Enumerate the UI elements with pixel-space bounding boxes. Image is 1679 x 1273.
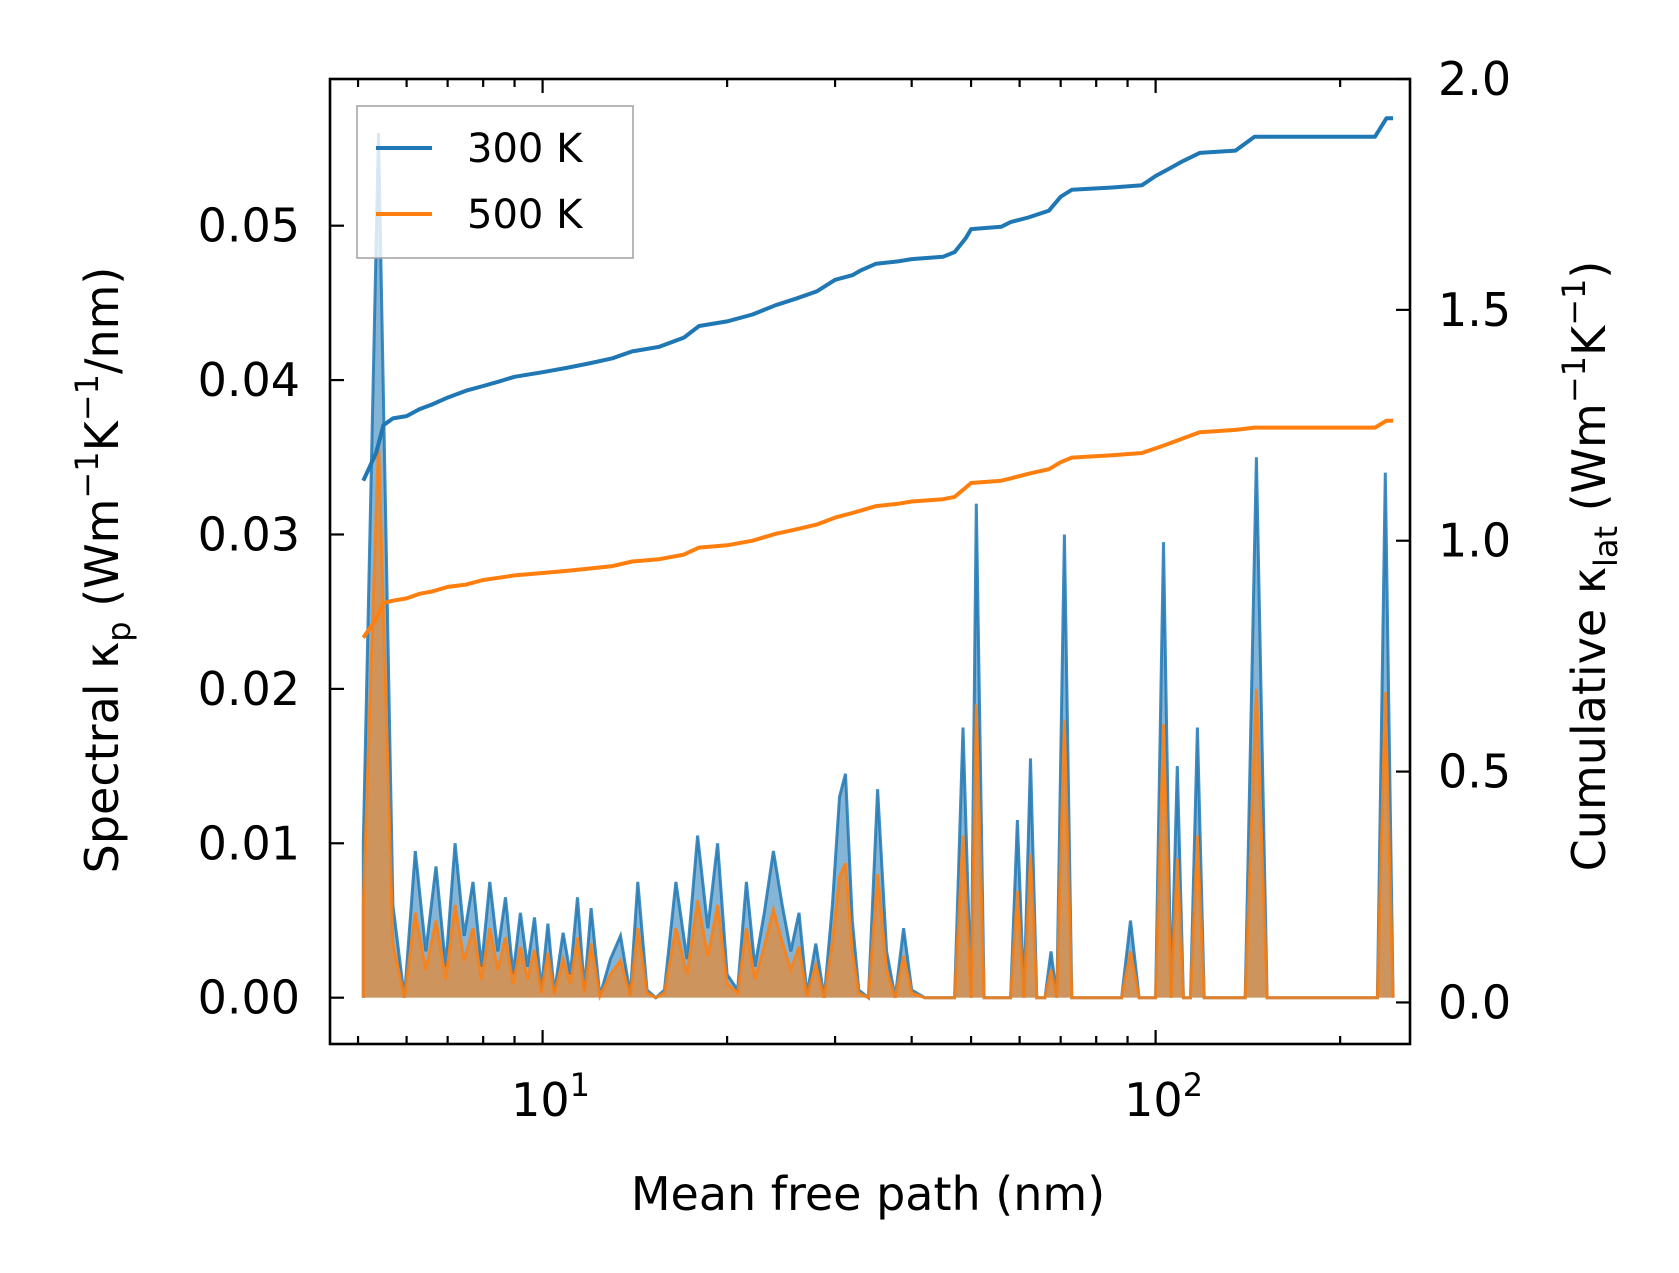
axis-ticks	[330, 77, 1410, 1044]
legend-label-300k: 300 K	[467, 126, 584, 172]
axes-frame	[328, 77, 1412, 1046]
left-y-tick-label: 0.05	[198, 199, 300, 253]
spectral-fill-areas	[361, 132, 1395, 1001]
x-tick-label: 101	[511, 1066, 590, 1127]
x-tick-labels: 101 102	[511, 1066, 1203, 1127]
right-y-tick-label: 0.0	[1438, 975, 1511, 1029]
cumulative-line-500k	[361, 418, 1394, 639]
left-y-tick-label: 0.03	[198, 507, 300, 561]
plot-area	[361, 116, 1395, 1001]
right-y-axis-title: Cumulative κlat (Wm−1K−1)	[1555, 261, 1625, 872]
right-y-tick-label: 1.5	[1438, 283, 1511, 337]
legend-label-500k: 500 K	[467, 192, 584, 238]
right-y-tick-labels: 0.0 0.5 1.0 1.5 2.0	[1438, 52, 1511, 1029]
spectral-line-500k	[361, 441, 1395, 1001]
cumulative-line-300k	[361, 116, 1394, 482]
x-axis-title: Mean free path (nm)	[631, 1167, 1105, 1221]
x-tick-label: 102	[1124, 1066, 1203, 1127]
legend: 300 K 500 K	[356, 105, 634, 259]
left-y-tick-label: 0.02	[198, 662, 300, 716]
left-y-tick-label: 0.04	[198, 353, 300, 407]
left-y-tick-label: 0.01	[198, 816, 300, 870]
right-y-tick-label: 2.0	[1438, 52, 1511, 106]
right-y-tick-label: 0.5	[1438, 745, 1511, 799]
left-y-tick-labels: 0.00 0.01 0.02 0.03 0.04 0.05	[198, 199, 300, 1025]
series-lines	[361, 116, 1394, 639]
right-y-tick-label: 1.0	[1438, 514, 1511, 568]
left-y-tick-label: 0.00	[198, 971, 300, 1025]
left-y-axis-title: Spectral κp (Wm−1K−1/nm)	[68, 267, 138, 874]
legend-box	[356, 105, 634, 259]
